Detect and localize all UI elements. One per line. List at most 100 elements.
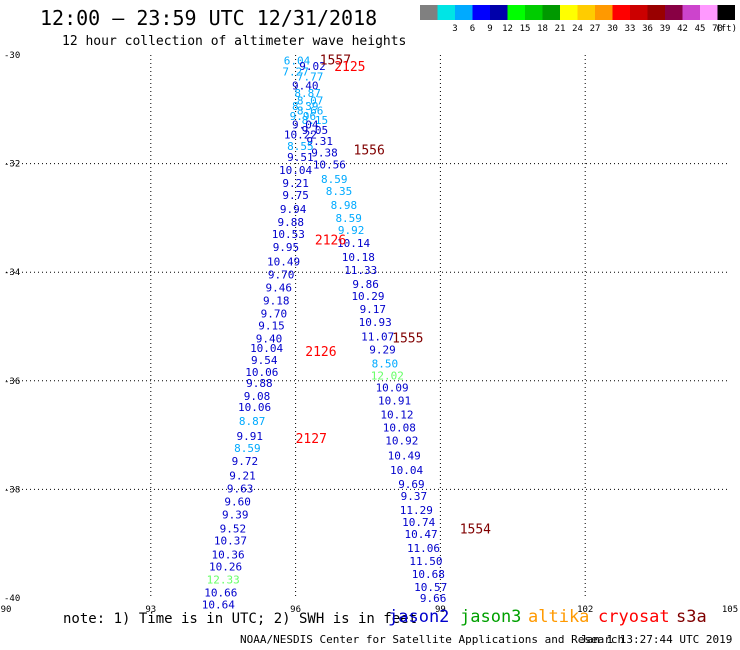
wave-height-point: 9.40 (292, 79, 319, 92)
units-note: note: 1) Time is in UTC; 2) SWH is in fe… (63, 611, 418, 627)
y-tick-label: -40 (4, 594, 20, 604)
wave-height-point: 8.59 (321, 173, 348, 186)
legend-tick-label: 36 (642, 24, 653, 34)
wave-height-point: 9.04 (292, 119, 319, 132)
x-tick-label: 105 (722, 605, 738, 615)
wave-height-point: 7.77 (297, 71, 324, 84)
wave-height-point: 10.56 (313, 159, 346, 172)
legend-swatch (525, 5, 543, 20)
legend-swatch (437, 5, 455, 20)
wave-height-point: 9.08 (244, 390, 271, 403)
wave-height-point: 10.08 (383, 421, 416, 434)
legend-tick-label: 9 (487, 24, 492, 34)
wave-height-point: 9.21 (229, 469, 256, 482)
wave-height-point: 9.15 (258, 319, 285, 332)
wave-height-point: 10.53 (272, 228, 305, 241)
wave-height-point: 8.35 (326, 185, 353, 198)
page-title: 12:00 – 23:59 UTC 12/31/2018 (40, 6, 378, 30)
wave-height-point: 8.98 (331, 199, 358, 212)
wave-height-point: 10.66 (204, 587, 237, 600)
legend-tick-label: 70 (712, 24, 723, 34)
legend-tick-label: 42 (677, 24, 688, 34)
wave-height-point: 9.39 (222, 508, 249, 521)
wave-height-point: 9.63 (227, 482, 254, 495)
track-label: 2126 (315, 234, 346, 249)
wave-height-point: 10.14 (337, 237, 370, 250)
legend-swatch (700, 5, 718, 20)
page-subtitle: 12 hour collection of altimeter wave hei… (62, 34, 407, 49)
wave-height-point: 10.49 (267, 255, 300, 268)
wave-height-point: 9.52 (220, 522, 247, 535)
legend-swatch (717, 5, 735, 20)
track-label: 1556 (354, 143, 385, 158)
wave-height-point: 10.04 (250, 342, 283, 355)
satellite-label-altika: altika (528, 607, 590, 627)
wave-height-point: 9.60 (224, 495, 251, 508)
wave-height-point: 10.04 (390, 464, 423, 477)
x-tick-label: 90 (1, 605, 12, 615)
wave-height-point: 10.64 (202, 599, 235, 612)
legend-swatch (542, 5, 560, 20)
wave-height-point: 10.47 (405, 528, 438, 541)
wave-height-point: 10.18 (342, 251, 375, 264)
wave-height-point: 10.91 (378, 394, 411, 407)
wave-height-point: 9.95 (273, 241, 300, 254)
legend-swatch (560, 5, 578, 20)
wave-height-point: 9.69 (398, 478, 425, 491)
legend-tick-label: 24 (572, 24, 583, 34)
wave-height-point: 10.04 (279, 164, 312, 177)
wave-height-point: 8.59 (234, 442, 261, 455)
wave-height-point: 10.36 (211, 549, 244, 562)
wave-height-point: 9.88 (246, 377, 273, 390)
wave-height-point: 8.50 (372, 357, 399, 370)
wave-height-point: 9.94 (280, 203, 307, 216)
wave-height-point: 9.37 (401, 490, 428, 503)
wave-height-point: 10.06 (245, 366, 278, 379)
wave-height-point: 10.26 (209, 561, 242, 574)
wave-height-point: 11.06 (407, 542, 440, 555)
satellite-label-jason2: jason2 (388, 607, 450, 627)
y-tick-label: -30 (4, 51, 20, 61)
wave-height-point: 9.92 (338, 224, 365, 237)
wave-height-point: 9.17 (360, 303, 387, 316)
wave-height-point: 9.46 (265, 281, 292, 294)
wave-height-point: 10.29 (351, 290, 384, 303)
wave-height-point: 9.86 (352, 278, 379, 291)
wave-height-point: 8.39 (292, 100, 319, 113)
wave-height-point: 11.50 (409, 555, 442, 568)
wave-height-point: 9.40 (256, 332, 283, 345)
wave-height-point: 9.66 (420, 592, 447, 605)
legend-tick-label: 12 (502, 24, 513, 34)
legend-tick-label: 15 (520, 24, 531, 34)
wave-height-point: 9.29 (369, 343, 396, 356)
wave-height-point: 11.29 (400, 504, 433, 517)
wave-height-point: 11.33 (344, 264, 377, 277)
track-label: 1555 (392, 331, 423, 346)
wave-height-point: 9.75 (282, 189, 309, 202)
wave-height-point: 12.02 (371, 369, 404, 382)
legend-swatch (595, 5, 613, 20)
wave-height-point: 8.59 (335, 212, 362, 225)
y-tick-label: -32 (4, 160, 20, 170)
color-legend: 3 6 9 12 15 18 21 24 27 30 33 36 39 42 45 70(ft) (420, 5, 737, 34)
legend-swatch (490, 5, 508, 20)
legend-tick-label: 33 (625, 24, 636, 34)
legend-tick-label: 3 (452, 24, 457, 34)
wave-height-point: 10.37 (214, 534, 247, 547)
wave-height-point: 9.31 (306, 135, 333, 148)
legend-tick-label: 39 (660, 24, 671, 34)
track-label: 2127 (296, 432, 327, 447)
x-tick-label: 93 (145, 605, 156, 615)
legend-swatch (665, 5, 683, 20)
y-tick-label: -38 (4, 485, 20, 495)
wave-height-point: 9.72 (232, 455, 259, 468)
legend-swatch (472, 5, 490, 20)
wave-height-point: 9.88 (278, 216, 305, 229)
y-tick-label: -36 (4, 377, 20, 387)
wave-height-point: 6.04 (284, 54, 311, 67)
legend-tick-label: 6 (470, 24, 475, 34)
wave-height-point: 10.92 (385, 435, 418, 448)
wave-height-point: 10.68 (412, 568, 445, 581)
legend-tick-label: 45 (695, 24, 706, 34)
